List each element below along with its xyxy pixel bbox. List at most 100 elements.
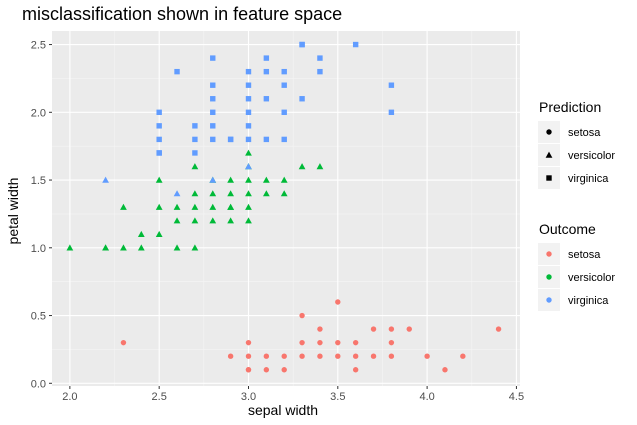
data-point [281,68,287,75]
x-tick-label: 4.5 [509,391,524,403]
data-point [245,339,252,346]
data-point [262,176,270,183]
data-point [209,217,217,224]
data-point [245,82,252,88]
data-point [352,353,359,359]
data-point [245,136,252,143]
data-point [245,217,252,224]
data-point [317,68,323,75]
legend-key-circle [546,129,552,135]
legend-key-color [546,251,552,257]
data-point [191,244,199,251]
data-point [210,123,216,129]
data-point [317,326,323,332]
legends: Prediction setosa versicolor virginica Outco… [538,99,615,311]
data-point [263,96,270,102]
data-point [281,136,287,143]
data-point [156,150,162,156]
data-point [102,176,109,183]
data-point [352,339,359,346]
data-point [460,353,466,359]
data-point [210,96,216,102]
prediction-legend-title: Prediction [539,99,601,115]
data-point [263,68,270,75]
data-point [299,96,305,102]
y-tick-label: 2.5 [31,40,46,52]
outcome-legend-label: setosa [568,249,601,261]
data-point [245,96,252,102]
data-point [173,244,181,251]
data-point [281,109,287,115]
data-point [227,190,235,197]
data-point [209,176,217,183]
data-point [299,339,305,346]
data-point [192,150,198,156]
data-point [245,190,252,197]
data-point [227,176,235,183]
data-point [370,353,377,359]
data-point [280,176,288,183]
data-point [156,109,162,115]
data-point [352,367,359,373]
data-point [317,55,323,61]
data-point [210,55,216,61]
y-tick-label: 1.0 [31,243,46,255]
data-point [210,136,216,143]
data-point [191,163,199,170]
data-point [281,367,287,373]
data-point [352,41,359,48]
data-point [120,339,127,346]
data-point [155,230,163,237]
prediction-legend-label: setosa [568,127,601,139]
x-tick-label: 4.0 [419,391,434,403]
data-point [335,299,341,305]
data-point [335,353,341,359]
data-point [245,203,252,210]
data-point [245,163,252,170]
data-point [156,123,162,129]
data-point [263,367,270,373]
data-point [137,230,145,237]
data-point [173,203,181,210]
data-point [388,353,395,359]
data-point [156,136,162,143]
y-tick-label: 0.0 [31,378,46,390]
data-point [120,203,127,210]
data-point [245,149,252,156]
plot-panel [52,31,520,386]
data-point [263,55,270,61]
y-tick-label: 2.0 [31,107,46,119]
data-point [245,68,252,75]
data-point [281,82,287,88]
prediction-legend-label: versicolor [568,150,615,162]
data-point [262,190,270,197]
data-points [66,41,502,373]
data-point [298,163,306,170]
chart-title: misclassification shown in feature space [22,4,342,24]
y-tick-label: 0.5 [31,311,46,323]
data-point [263,353,270,359]
data-point [227,136,234,143]
x-axis-title: sepal width [248,402,318,418]
data-point [191,190,199,197]
data-point [245,367,252,373]
data-point [155,176,163,183]
data-point [245,123,252,129]
x-tick-label: 3.5 [330,391,345,403]
data-point [280,190,288,197]
data-point [317,339,323,346]
data-point [227,353,234,359]
data-point [245,109,252,115]
data-point [299,353,305,359]
outcome-legend-label: versicolor [568,272,615,284]
data-point [227,203,235,210]
prediction-legend-label: virginica [568,173,609,185]
data-point [66,244,74,251]
data-point [120,244,127,251]
data-point [192,123,198,129]
data-point [209,203,217,210]
data-point [209,190,217,197]
x-tick-label: 2.0 [62,391,77,403]
x-tick-label: 2.5 [152,391,167,403]
